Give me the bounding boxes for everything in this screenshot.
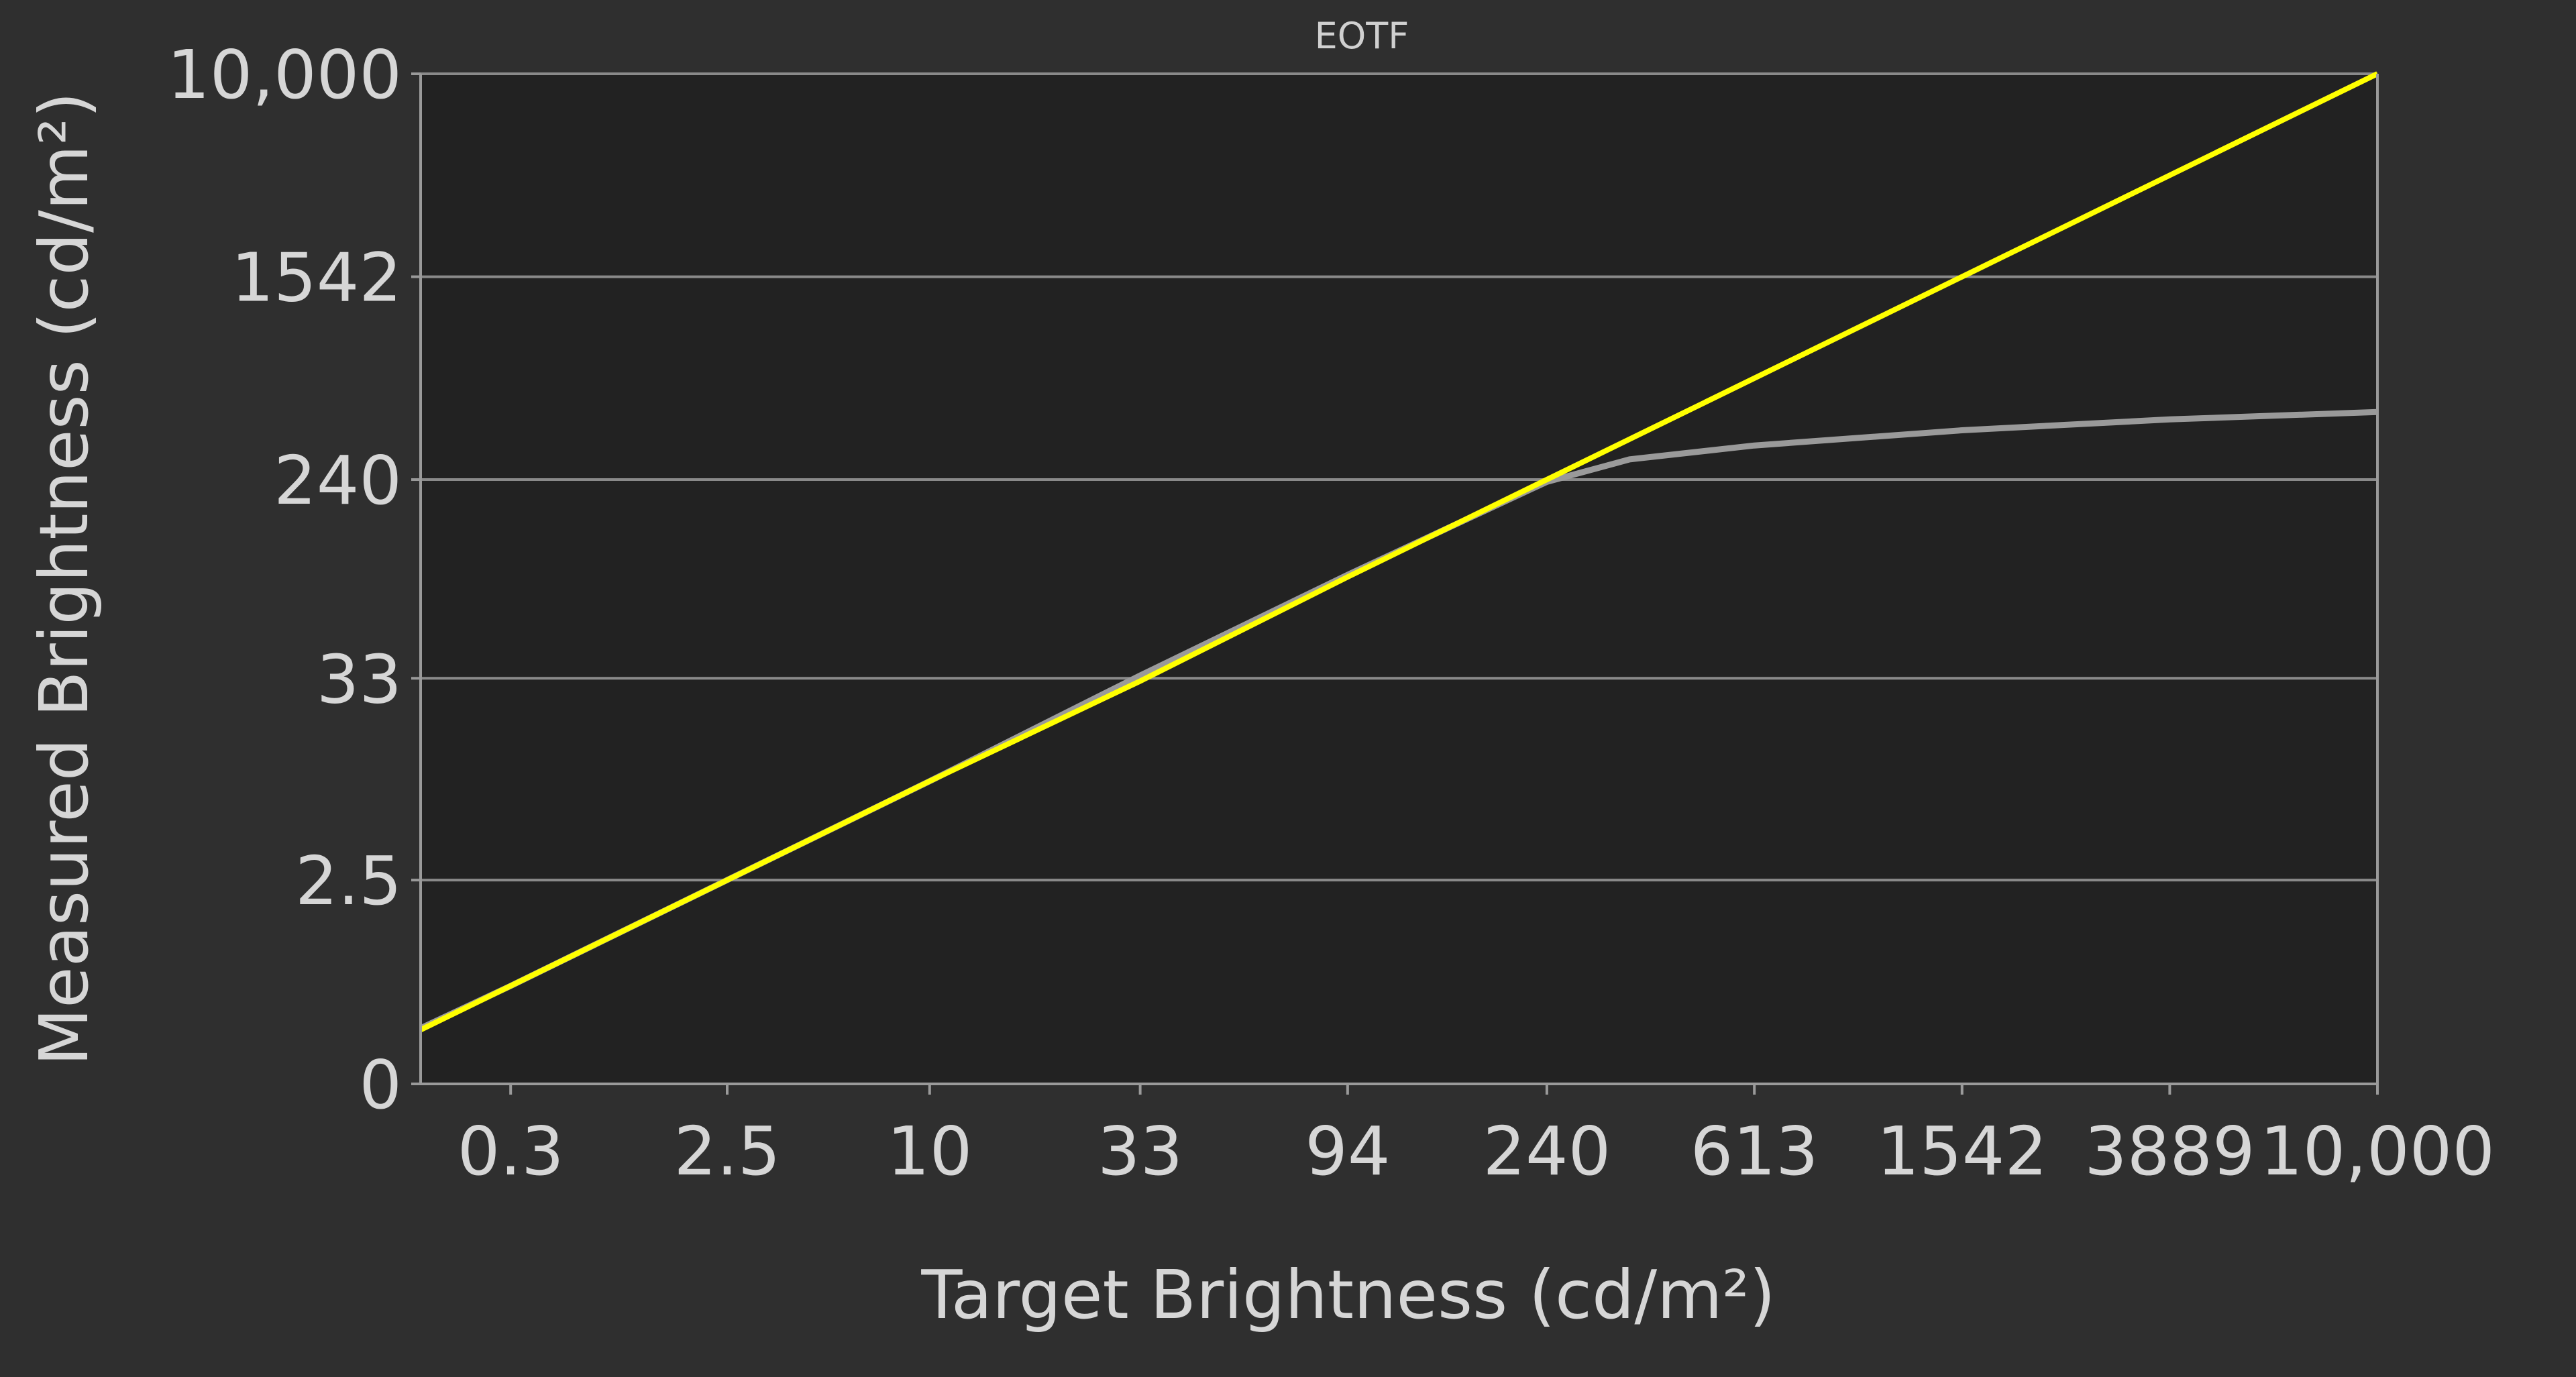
y-tick-label: 2.5 xyxy=(295,842,402,920)
y-tick-label: 0 xyxy=(359,1046,402,1124)
x-tick-label: 2.5 xyxy=(674,1112,780,1191)
y-tick-label: 33 xyxy=(317,640,402,718)
x-axis-label: Target Brightness (cd/m²) xyxy=(920,1256,1775,1334)
x-tick-label: 0.3 xyxy=(458,1112,564,1191)
x-tick-label: 33 xyxy=(1097,1112,1183,1191)
target-series-line-yellow xyxy=(419,71,2379,1032)
y-tick-label: 10,000 xyxy=(167,36,402,114)
x-tick-label: 94 xyxy=(1305,1112,1390,1191)
y-tick-label: 1542 xyxy=(231,239,402,317)
x-tick-label: 240 xyxy=(1483,1112,1611,1191)
x-tick-label: 3889 xyxy=(2084,1112,2255,1191)
plot-area xyxy=(421,74,2377,1084)
chart-title: EOTF xyxy=(1315,15,1409,57)
y-tick-label: 240 xyxy=(274,441,402,520)
x-tick-label: 613 xyxy=(1690,1112,1819,1191)
x-tick-label: 10 xyxy=(887,1112,972,1191)
x-tick-label: 10,000 xyxy=(2260,1112,2495,1191)
x-tick-label: 1542 xyxy=(1877,1112,2048,1191)
y-axis-label: Measured Brightness (cd/m²) xyxy=(25,92,103,1066)
